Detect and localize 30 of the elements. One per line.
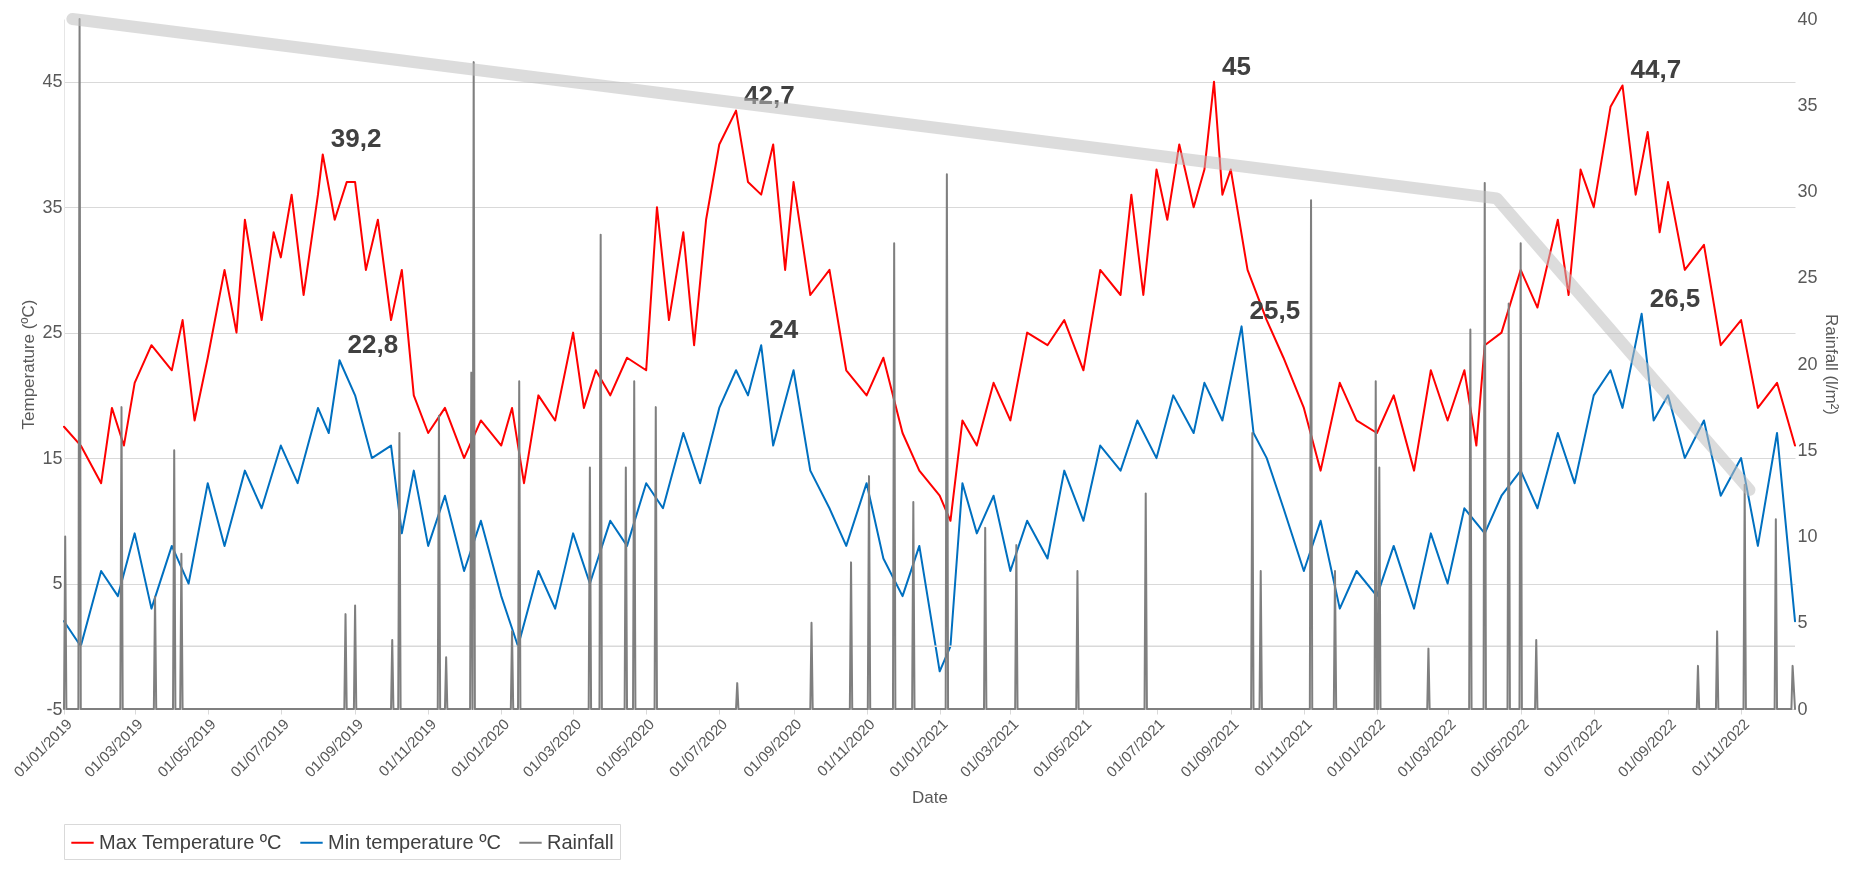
annotation: 42,7 <box>744 79 795 110</box>
y2-tick-label: 35 <box>1797 94 1818 115</box>
annotation: 44,7 <box>1630 54 1682 85</box>
legend-label: Min temperature ºC <box>328 830 501 853</box>
y-tick-label: 25 <box>42 322 63 343</box>
y2-tick-label: 0 <box>1797 698 1808 719</box>
y2-tick-label: 15 <box>1797 439 1818 460</box>
y-tick-label: 35 <box>42 196 63 217</box>
y-tick-label: 5 <box>52 573 63 594</box>
y-tick-label: 15 <box>42 447 63 468</box>
annotation: 39,2 <box>330 123 382 154</box>
y2-tick-label: 40 <box>1797 8 1818 29</box>
annotation: 45 <box>1222 50 1251 81</box>
legend-label: Rainfall <box>547 830 614 853</box>
x-axis-title: Date <box>912 788 948 808</box>
y2-axis-title: Rainfall (l/m²) <box>1821 313 1841 416</box>
y2-tick-label: 20 <box>1797 353 1818 374</box>
line-series <box>63 80 1796 522</box>
y2-tick-label: 30 <box>1797 181 1818 201</box>
annotation: 22,8 <box>347 329 399 360</box>
y2-tick-label: 5 <box>1797 612 1808 633</box>
y-tick-label: 45 <box>42 71 63 92</box>
annotation: 24 <box>769 314 799 345</box>
annotation: 26,5 <box>1649 282 1701 313</box>
line-series <box>63 18 1796 710</box>
y2-tick-label: 10 <box>1797 526 1818 546</box>
legend-label: Max Temperature ºC <box>99 830 282 853</box>
y2-tick-label: 25 <box>1797 267 1818 288</box>
y-tick-label: -5 <box>46 698 63 719</box>
y-axis-title: Temperature (ºC) <box>19 299 39 430</box>
